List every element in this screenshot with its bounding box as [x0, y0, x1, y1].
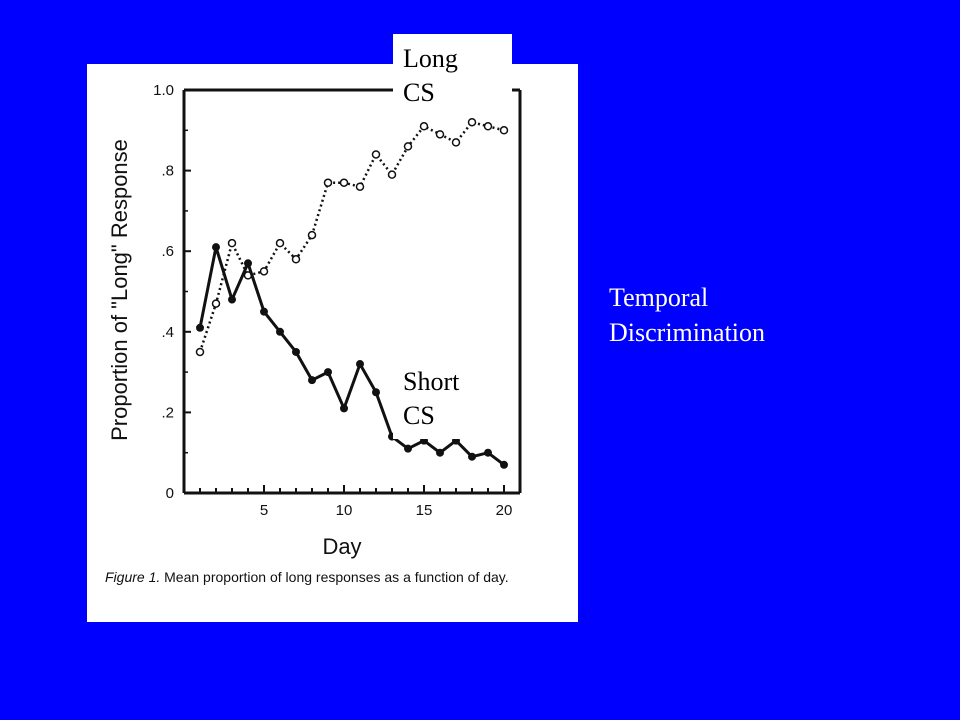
figure-panel: 5 10 15 20 0 .2 .4 .6 .8 1.0 Day Proportion of "L… — [87, 64, 578, 622]
y-tick-label-3: .6 — [161, 243, 174, 260]
x-tick-label-10: 10 — [336, 502, 353, 519]
series-layer — [195, 117, 509, 469]
short-cs-point-day-4 — [244, 259, 252, 268]
short-cs-point-day-14 — [404, 444, 412, 453]
long-cs-point-day-14 — [403, 142, 413, 151]
long-cs-point-day-8 — [307, 230, 317, 240]
short-cs-point-day-16 — [436, 448, 444, 457]
long-cs-point-day-9 — [323, 178, 333, 187]
figure-caption-text: Mean proportion of long responses as a f… — [160, 569, 509, 585]
short-cs-point-day-12 — [372, 388, 380, 397]
long-cs-point-day-16 — [435, 130, 445, 139]
short-cs-point-day-1 — [196, 323, 204, 332]
short-cs-callout-line1: Short — [403, 367, 460, 396]
y-tick-label-0: 0 — [166, 485, 174, 502]
long-cs-point-day-3 — [227, 238, 237, 248]
long-cs-point-day-12 — [371, 150, 381, 159]
x-tick-label-5: 5 — [260, 502, 268, 519]
line-chart: 5 10 15 20 0 .2 .4 .6 .8 1.0 Day Proportion of "L… — [107, 82, 522, 559]
long-cs-point-day-11 — [355, 182, 365, 191]
short-cs-point-day-19 — [484, 448, 492, 457]
short-cs-point-day-3 — [228, 295, 236, 304]
short-cs-point-day-8 — [308, 376, 316, 385]
figure-caption-label: Figure 1. — [105, 569, 161, 585]
y-tick-label-4: .8 — [161, 163, 174, 180]
short-cs-point-day-10 — [340, 404, 348, 413]
axes: 5 10 15 20 0 .2 .4 .6 .8 1.0 — [153, 82, 522, 519]
long-cs-point-day-13 — [387, 170, 397, 179]
short-cs-point-day-7 — [292, 347, 300, 356]
x-tick-label-15: 15 — [416, 502, 433, 519]
long-cs-callout-line2: CS — [403, 78, 435, 107]
long-cs-point-day-10 — [339, 178, 349, 187]
short-cs-callout-line2: CS — [403, 401, 435, 430]
long-cs-point-day-2 — [211, 299, 221, 308]
long-cs-line — [198, 120, 505, 353]
short-cs-point-day-6 — [276, 327, 284, 336]
short-cs-point-day-18 — [468, 452, 476, 461]
slide-title: Temporal Discrimination — [609, 280, 929, 350]
long-cs-point-day-6 — [275, 238, 285, 248]
slide-title-line2: Discrimination — [609, 318, 765, 347]
short-cs-point-day-20 — [500, 460, 508, 469]
long-cs-point-day-19 — [483, 122, 493, 131]
y-tick-label-1: .2 — [161, 404, 174, 421]
long-cs-point-day-17 — [451, 138, 461, 147]
long-cs-callout-line1: Long — [403, 44, 458, 73]
figure-caption: Figure 1. Mean proportion of long respon… — [105, 568, 545, 586]
x-tick-label-20: 20 — [496, 502, 513, 519]
long-cs-point-day-1 — [195, 347, 205, 357]
short-cs-point-day-9 — [324, 368, 332, 377]
slide-title-line1: Temporal — [609, 283, 709, 312]
short-cs-callout: Short CS — [393, 357, 483, 439]
long-cs-point-day-5 — [259, 267, 269, 276]
long-cs-point-day-7 — [291, 255, 301, 264]
short-cs-point-day-2 — [212, 243, 220, 252]
short-cs-point-day-11 — [356, 360, 364, 369]
long-cs-callout: Long CS — [393, 34, 512, 114]
y-axis-label: Proportion of "Long" Response — [107, 139, 132, 441]
long-cs-point-day-15 — [419, 122, 429, 131]
x-axis-label: Day — [322, 534, 361, 559]
long-cs-point-day-18 — [467, 117, 477, 127]
long-cs-point-day-20 — [499, 126, 509, 135]
y-tick-label-5: 1.0 — [153, 82, 174, 99]
short-cs-point-day-5 — [260, 307, 268, 316]
y-tick-label-2: .4 — [161, 324, 174, 341]
